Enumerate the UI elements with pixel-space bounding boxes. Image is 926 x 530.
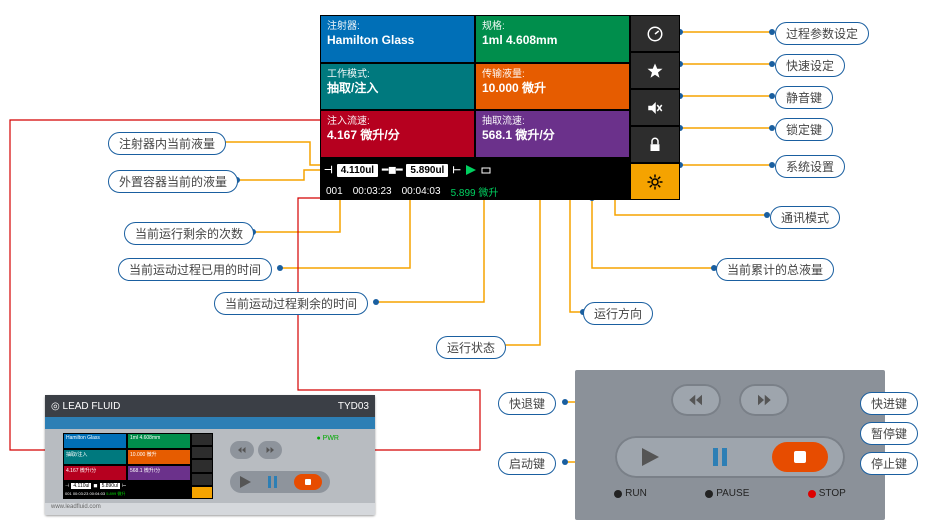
cell-outrate: 抽取流速: 568.1 微升/分 xyxy=(475,110,630,158)
callout-quickset: 快速设定 xyxy=(775,54,845,77)
device-footer: www.leadfluid.com xyxy=(45,503,375,515)
callout-lock: 锁定键 xyxy=(775,118,833,141)
spec-label: 规格: xyxy=(482,20,623,33)
callout-forward: 快进键 xyxy=(860,392,918,415)
mini-screen: Hamilton Glass1ml 4.608mm 抽取/注入10.000 微升… xyxy=(63,433,213,499)
callout-params: 过程参数设定 xyxy=(775,22,869,45)
stop-button[interactable] xyxy=(770,442,830,472)
syringe-label: 注射器: xyxy=(327,20,468,33)
run-indicator: RUN xyxy=(614,488,647,499)
device-play-icon[interactable] xyxy=(238,475,252,489)
pause-indicator: PAUSE xyxy=(705,488,749,499)
gauge-icon xyxy=(646,25,664,43)
device-panel: ◎ LEAD FLUID TYD03 Hamilton Glass1ml 4.6… xyxy=(45,395,375,515)
settings-button[interactable] xyxy=(630,163,680,200)
callout-stop: 停止键 xyxy=(860,452,918,475)
rewind-button[interactable] xyxy=(671,384,721,416)
quickset-button[interactable] xyxy=(630,52,680,89)
inrate-value: 4.167 微升/分 xyxy=(327,128,468,144)
callout-remain-count: 当前运行剩余的次数 xyxy=(124,222,254,245)
device-pill xyxy=(230,471,330,493)
rewind-icon xyxy=(687,391,705,409)
start-button[interactable] xyxy=(630,442,670,472)
device-rewind-button[interactable] xyxy=(230,441,254,459)
callout-comm: 通讯模式 xyxy=(770,206,840,229)
cell-mode: 工作模式: 抽取/注入 xyxy=(320,63,475,111)
inrate-label: 注入流速: xyxy=(327,115,468,128)
params-button[interactable] xyxy=(630,15,680,52)
pause-icon xyxy=(712,446,728,468)
lock-button[interactable] xyxy=(630,126,680,163)
device-brand: ◎ LEAD FLUID xyxy=(51,401,120,412)
cell-inrate: 注入流速: 4.167 微升/分 xyxy=(320,110,475,158)
indicator-row: RUN PAUSE STOP xyxy=(585,488,875,499)
status-t2: 00:04:03 xyxy=(402,186,441,197)
status-total: 5.899 微升 xyxy=(451,184,499,199)
callout-run-direction: 运行方向 xyxy=(583,302,653,325)
pause-button[interactable] xyxy=(700,442,740,472)
vol2-chip: 5.890ul xyxy=(406,164,448,177)
status-id: 001 xyxy=(326,186,343,197)
vol1-chip: 4.110ul xyxy=(337,164,378,177)
device-forward-button[interactable] xyxy=(258,441,282,459)
callout-used-time: 当前运动过程已用的时间 xyxy=(118,258,272,281)
callout-run-status: 运行状态 xyxy=(436,336,506,359)
callout-rewind: 快退键 xyxy=(498,392,556,415)
pill-control xyxy=(615,436,845,478)
spec-value: 1ml 4.608mm xyxy=(482,33,623,49)
mode-value: 抽取/注入 xyxy=(327,81,468,97)
lock-icon xyxy=(646,136,664,154)
comm-icon xyxy=(481,165,491,175)
cell-syringe: 注射器: Hamilton Glass xyxy=(320,15,475,63)
callout-start: 启动键 xyxy=(498,452,556,475)
device-pause-icon[interactable] xyxy=(268,475,278,489)
bottom-bar: ⊣ 4.110ul ━◼━ 5.890ul ⊢ xyxy=(320,158,630,182)
outrate-label: 抽取流速: xyxy=(482,115,623,128)
cell-volume: 传输液量: 10.000 微升 xyxy=(475,63,630,111)
device-stop-icon[interactable] xyxy=(294,474,322,490)
volume-value: 10.000 微升 xyxy=(482,81,623,97)
play-icon xyxy=(639,446,661,468)
gear-icon xyxy=(646,173,664,191)
forward-button[interactable] xyxy=(739,384,789,416)
stop-icon xyxy=(772,442,828,472)
mode-label: 工作模式: xyxy=(327,68,468,81)
callout-settings: 系统设置 xyxy=(775,155,845,178)
callout-total: 当前累计的总液量 xyxy=(716,258,834,281)
volume-label: 传输液量: xyxy=(482,68,623,81)
callout-syringe-vol: 注射器内当前液量 xyxy=(108,132,226,155)
device-model: TYD03 xyxy=(338,401,369,412)
callout-pause: 暂停键 xyxy=(860,422,918,445)
callout-remain-time: 当前运动过程剩余的时间 xyxy=(214,292,368,315)
icon-column xyxy=(630,15,680,200)
play-icon xyxy=(465,164,477,176)
mute-icon xyxy=(646,99,664,117)
stop-indicator: STOP xyxy=(808,488,846,499)
callout-mute: 静音键 xyxy=(775,86,833,109)
mute-button[interactable] xyxy=(630,89,680,126)
star-icon xyxy=(646,62,664,80)
forward-icon xyxy=(755,391,773,409)
callout-external-vol: 外置容器当前的液量 xyxy=(108,170,238,193)
cell-spec: 规格: 1ml 4.608mm xyxy=(475,15,630,63)
pwr-label: PWR xyxy=(323,435,339,442)
outrate-value: 568.1 微升/分 xyxy=(482,128,623,144)
control-cluster: RUN PAUSE STOP xyxy=(575,370,885,520)
status-row: 001 00:03:23 00:04:03 5.899 微升 xyxy=(320,182,630,200)
status-t1: 00:03:23 xyxy=(353,186,392,197)
main-screen: 注射器: Hamilton Glass 规格: 1ml 4.608mm 工作模式… xyxy=(320,15,680,200)
syringe-value: Hamilton Glass xyxy=(327,33,468,49)
